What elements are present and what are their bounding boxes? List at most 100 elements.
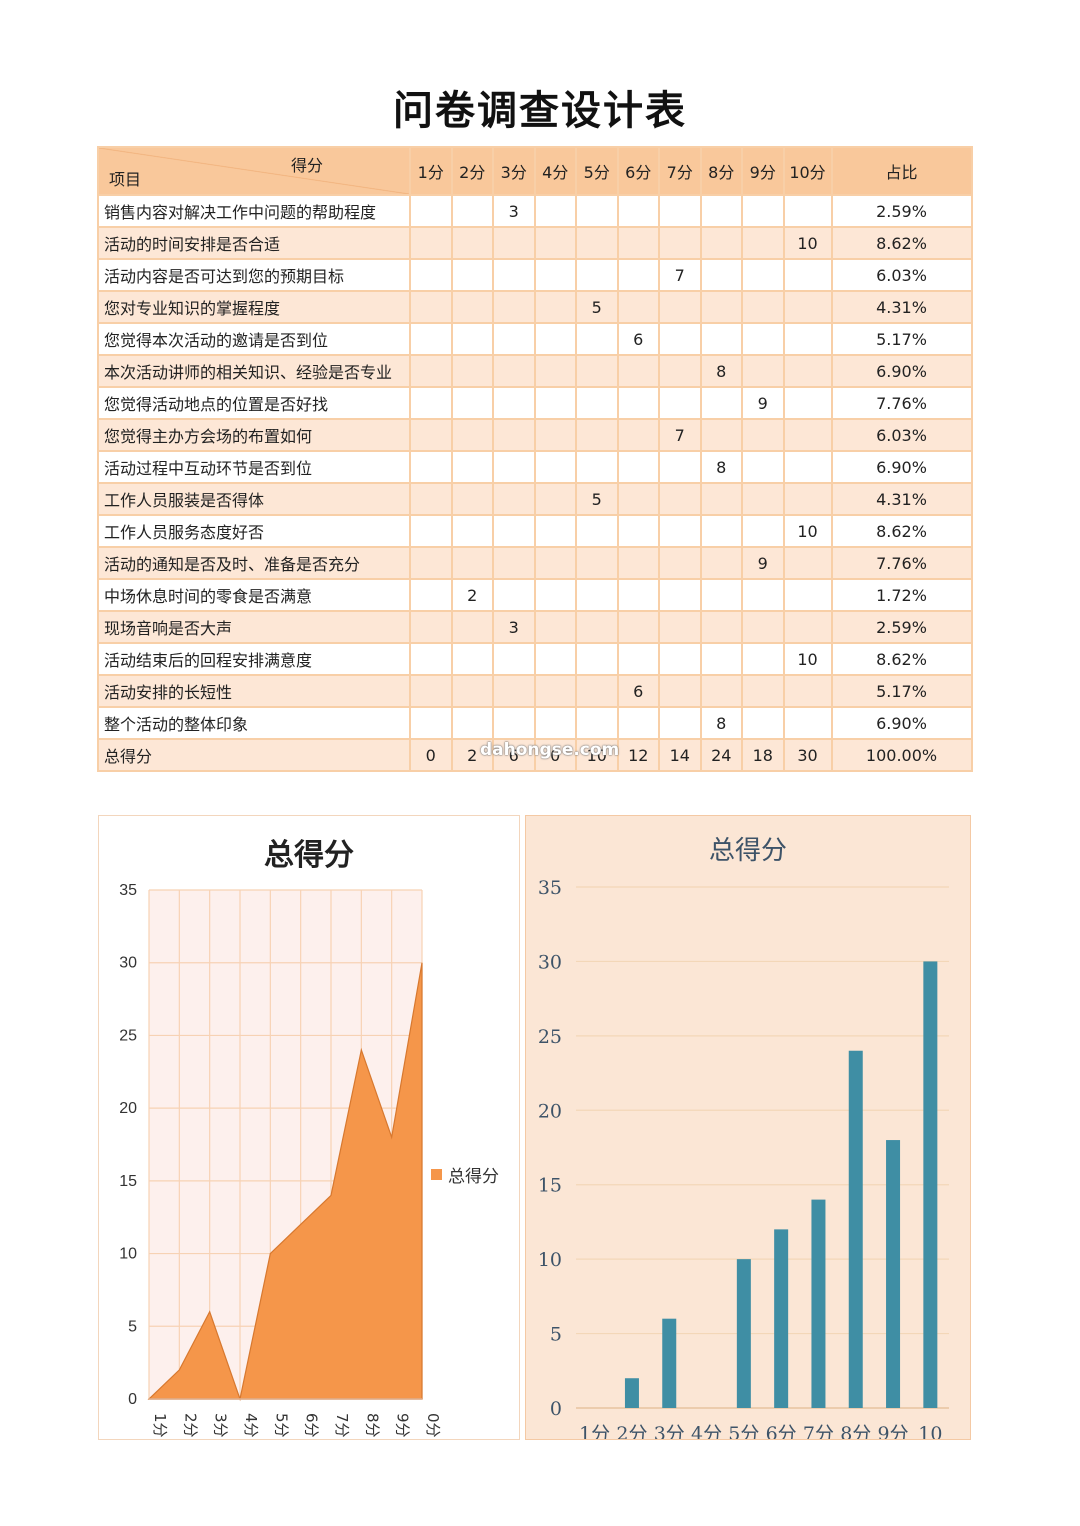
row-ratio: 6.03% <box>830 258 973 292</box>
score-cell: 6 <box>616 322 660 356</box>
score-cell: 5 <box>575 290 619 324</box>
empty-cell <box>575 354 619 388</box>
row-item-label: 活动内容是否可达到您的预期目标 <box>97 258 411 292</box>
empty-cell <box>492 386 536 420</box>
empty-cell <box>782 482 833 516</box>
empty-cell <box>699 194 743 228</box>
score-cell: 5 <box>575 482 619 516</box>
score-cell: 6 <box>616 674 660 708</box>
total-value: 0 <box>533 738 577 772</box>
empty-cell <box>741 194 785 228</box>
header-col-7: 7分 <box>658 146 702 196</box>
empty-cell <box>616 258 660 292</box>
score-cell: 9 <box>741 386 785 420</box>
empty-cell <box>616 290 660 324</box>
bar <box>848 1050 863 1408</box>
empty-cell <box>658 674 702 708</box>
area-y-tick-label: 15 <box>119 1173 137 1190</box>
empty-cell <box>533 610 577 644</box>
empty-cell <box>658 546 702 580</box>
bar <box>774 1229 789 1408</box>
empty-cell <box>450 386 494 420</box>
bar-y-tick-label: 30 <box>538 951 562 973</box>
area-y-tick-label: 25 <box>119 1027 137 1044</box>
bar-y-tick-label: 15 <box>538 1175 562 1197</box>
area-x-tick-label: 6分 <box>303 1413 321 1438</box>
empty-cell <box>699 290 743 324</box>
row-item-label: 您觉得本次活动的邀请是否到位 <box>97 322 411 356</box>
empty-cell <box>533 418 577 452</box>
empty-cell <box>575 418 619 452</box>
row-item-label: 活动安排的长短性 <box>97 674 411 708</box>
score-cell: 8 <box>699 354 743 388</box>
empty-cell <box>492 578 536 612</box>
empty-cell <box>409 194 453 228</box>
empty-cell <box>658 386 702 420</box>
empty-cell <box>741 514 785 548</box>
empty-cell <box>741 706 785 740</box>
empty-cell <box>450 194 494 228</box>
bar-y-tick-label: 10 <box>538 1249 562 1271</box>
empty-cell <box>699 578 743 612</box>
empty-cell <box>575 610 619 644</box>
empty-cell <box>782 418 833 452</box>
empty-cell <box>450 642 494 676</box>
empty-cell <box>782 290 833 324</box>
bar-chart-panel: 总得分 0 5 10 15 20 25 30 35 1分 2分 3分 4分 5分 6分 7分 8分 9分 10 <box>525 815 971 1440</box>
empty-cell <box>575 226 619 260</box>
empty-cell <box>533 674 577 708</box>
header-col-5: 5分 <box>575 146 619 196</box>
score-cell: 8 <box>699 706 743 740</box>
header-col-4: 4分 <box>533 146 577 196</box>
empty-cell <box>575 194 619 228</box>
bar-x-tick-label: 10 <box>918 1423 942 1439</box>
score-cell: 10 <box>782 226 833 260</box>
row-ratio: 8.62% <box>830 226 973 260</box>
empty-cell <box>741 290 785 324</box>
empty-cell <box>699 418 743 452</box>
header-col-2: 2分 <box>450 146 494 196</box>
empty-cell <box>699 674 743 708</box>
empty-cell <box>616 450 660 484</box>
table-header-row: 得分 项目 1分 2分 3分 4分 5分 6分 7分 8分 9分 10分 占比 <box>97 146 973 196</box>
empty-cell <box>699 386 743 420</box>
empty-cell <box>658 354 702 388</box>
row-item-label: 本次活动讲师的相关知识、经验是否专业 <box>97 354 411 388</box>
empty-cell <box>741 322 785 356</box>
empty-cell <box>533 322 577 356</box>
bar <box>736 1259 751 1408</box>
empty-cell <box>782 258 833 292</box>
bar-y-tick-label: 0 <box>550 1398 562 1420</box>
row-ratio: 2.59% <box>830 194 973 228</box>
bar-x-tick-label: 2分 <box>616 1423 647 1439</box>
bar-x-tick-label: 3分 <box>654 1423 685 1439</box>
empty-cell <box>575 578 619 612</box>
empty-cell <box>699 482 743 516</box>
bar-y-tick-label: 5 <box>550 1324 562 1346</box>
empty-cell <box>782 674 833 708</box>
bar-x-tick-label: 7分 <box>803 1423 834 1439</box>
total-value: 0 <box>409 738 453 772</box>
empty-cell <box>450 674 494 708</box>
empty-cell <box>450 354 494 388</box>
row-item-label: 现场音响是否大声 <box>97 610 411 644</box>
area-y-tick-label: 5 <box>128 1318 137 1335</box>
table-row: 活动的通知是否及时、准备是否充分 9 7.76% <box>97 546 973 580</box>
empty-cell <box>409 482 453 516</box>
legend-label: 总得分 <box>448 1167 499 1187</box>
area-x-tick-label: 3分 <box>212 1413 230 1438</box>
bar-x-tick-label: 6分 <box>766 1423 797 1439</box>
row-ratio: 6.90% <box>830 450 973 484</box>
empty-cell <box>658 450 702 484</box>
table-row: 活动内容是否可达到您的预期目标 7 6.03% <box>97 258 973 292</box>
score-cell: 8 <box>699 450 743 484</box>
empty-cell <box>741 674 785 708</box>
empty-cell <box>409 610 453 644</box>
row-item-label: 工作人员服务态度好否 <box>97 514 411 548</box>
header-item-label: 项目 <box>109 170 142 189</box>
empty-cell <box>575 706 619 740</box>
empty-cell <box>741 578 785 612</box>
empty-cell <box>616 610 660 644</box>
header-col-1: 1分 <box>409 146 453 196</box>
bar-chart: 0 5 10 15 20 25 30 35 1分 2分 3分 4分 5分 6分 7分 8分 9分 10 <box>538 877 949 1439</box>
